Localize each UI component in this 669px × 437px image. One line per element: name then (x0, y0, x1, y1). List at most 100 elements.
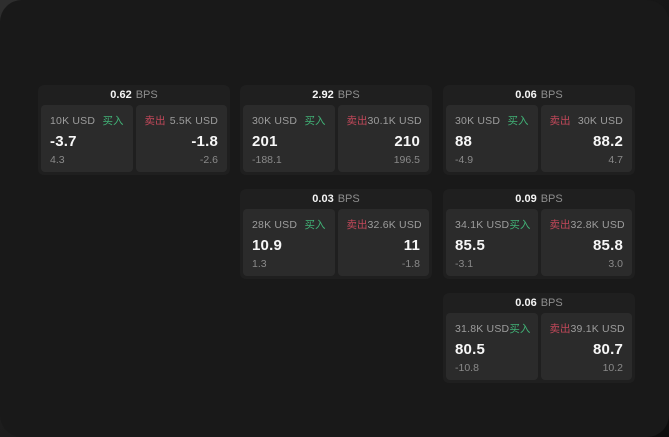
sell-tag: 卖出 (346, 115, 368, 127)
bps-value: 0.06 (515, 89, 537, 101)
card-header: 0.03 BPS (240, 189, 432, 209)
buy-panel-top-row: 30K USD 买入 (252, 113, 326, 128)
sell-delta: 3.0 (608, 258, 623, 270)
buy-size-label: 30K USD (455, 115, 501, 127)
buy-size-label: 34.1K USD (455, 219, 510, 231)
sell-price: 85.8 (593, 236, 623, 254)
buy-tag: 买入 (507, 115, 529, 127)
buy-panel[interactable]: 31.8K USD 买入 80.5 -10.8 (446, 313, 538, 380)
sell-size-label: 30.1K USD (367, 115, 422, 127)
bps-unit-label: BPS (540, 89, 563, 101)
card-header: 2.92 BPS (240, 85, 432, 105)
bps-unit-label: BPS (540, 193, 563, 205)
sell-tag: 卖出 (346, 219, 368, 231)
bps-unit-label: BPS (540, 297, 563, 309)
bps-unit-label: BPS (135, 89, 158, 101)
quote-card-1: 0.62 BPS 10K USD 买入 -3.7 4.3 卖出 5.5K USD … (38, 85, 230, 175)
buy-delta: -3.1 (455, 258, 474, 270)
buy-price: 80.5 (455, 340, 485, 358)
buy-panel-top-row: 34.1K USD 买入 (455, 217, 531, 232)
sell-panel-top-row: 卖出 5.5K USD (145, 113, 219, 128)
sell-panel[interactable]: 卖出 39.1K USD 80.7 10.2 (540, 313, 632, 380)
sell-price: -1.8 (191, 132, 218, 150)
quote-panels: 10K USD 买入 -3.7 4.3 卖出 5.5K USD -1.8 -2.… (41, 105, 227, 172)
sell-panel[interactable]: 卖出 30K USD 88.2 4.7 (540, 105, 632, 172)
buy-panel[interactable]: 30K USD 买入 88 -4.9 (446, 105, 538, 172)
quote-card-6: 0.06 BPS 31.8K USD 买入 80.5 -10.8 卖出 39.1K… (443, 293, 635, 383)
sell-panel[interactable]: 卖出 32.6K USD 11 -1.8 (337, 209, 429, 276)
sell-panel[interactable]: 卖出 30.1K USD 210 196.5 (337, 105, 429, 172)
sell-delta: -1.8 (401, 258, 420, 270)
sell-size-label: 39.1K USD (570, 323, 625, 335)
quote-panels: 34.1K USD 买入 85.5 -3.1 卖出 32.8K USD 85.8… (446, 209, 632, 276)
sell-price: 11 (403, 236, 420, 254)
sell-tag: 卖出 (549, 115, 571, 127)
buy-tag: 买入 (509, 323, 531, 335)
bps-unit-label: BPS (337, 89, 360, 101)
buy-price: 201 (252, 132, 278, 150)
sell-panel-top-row: 卖出 32.8K USD (549, 217, 625, 232)
sell-price: 88.2 (593, 132, 623, 150)
buy-delta: -188.1 (252, 154, 282, 166)
buy-price: 85.5 (455, 236, 485, 254)
buy-delta: -4.9 (455, 154, 474, 166)
buy-delta: 1.3 (252, 258, 267, 270)
sell-panel-top-row: 卖出 39.1K USD (549, 321, 625, 336)
sell-size-label: 5.5K USD (169, 115, 218, 127)
sell-panel-top-row: 卖出 32.6K USD (346, 217, 422, 232)
buy-panel-top-row: 30K USD 买入 (455, 113, 529, 128)
buy-panel[interactable]: 28K USD 买入 10.9 1.3 (243, 209, 335, 276)
buy-price: 88 (455, 132, 473, 150)
buy-price: 10.9 (252, 236, 282, 254)
quote-card-5: 0.09 BPS 34.1K USD 买入 85.5 -3.1 卖出 32.8K … (443, 189, 635, 279)
buy-size-label: 28K USD (252, 219, 298, 231)
sell-delta: 4.7 (608, 154, 623, 166)
sell-size-label: 32.6K USD (367, 219, 422, 231)
sell-tag: 卖出 (549, 219, 571, 231)
buy-delta: 4.3 (50, 154, 65, 166)
buy-panel-top-row: 28K USD 买入 (252, 217, 326, 232)
quote-panels: 30K USD 买入 88 -4.9 卖出 30K USD 88.2 4.7 (446, 105, 632, 172)
bps-unit-label: BPS (337, 193, 360, 205)
sell-size-label: 32.8K USD (570, 219, 625, 231)
quote-card-2: 2.92 BPS 30K USD 买入 201 -188.1 卖出 30.1K U… (240, 85, 432, 175)
buy-panel[interactable]: 10K USD 买入 -3.7 4.3 (41, 105, 133, 172)
bps-value: 0.62 (110, 89, 132, 101)
card-header: 0.62 BPS (38, 85, 230, 105)
bps-value: 0.06 (515, 297, 537, 309)
sell-tag: 卖出 (549, 323, 571, 335)
buy-delta: -10.8 (455, 362, 479, 374)
quote-panels: 28K USD 买入 10.9 1.3 卖出 32.6K USD 11 -1.8 (243, 209, 429, 276)
sell-price: 210 (394, 132, 420, 150)
card-header: 0.06 BPS (443, 85, 635, 105)
quote-panels: 30K USD 买入 201 -188.1 卖出 30.1K USD 210 1… (243, 105, 429, 172)
bps-value: 2.92 (312, 89, 334, 101)
sell-delta: -2.6 (199, 154, 218, 166)
buy-panel-top-row: 31.8K USD 买入 (455, 321, 531, 336)
card-header: 0.06 BPS (443, 293, 635, 313)
buy-tag: 买入 (304, 115, 326, 127)
sell-panel-top-row: 卖出 30.1K USD (346, 113, 422, 128)
buy-price: -3.7 (50, 132, 77, 150)
buy-panel[interactable]: 30K USD 买入 201 -188.1 (243, 105, 335, 172)
sell-size-label: 30K USD (577, 115, 623, 127)
buy-panel[interactable]: 34.1K USD 买入 85.5 -3.1 (446, 209, 538, 276)
buy-size-label: 31.8K USD (455, 323, 510, 335)
quote-card-4: 0.03 BPS 28K USD 买入 10.9 1.3 卖出 32.6K USD… (240, 189, 432, 279)
buy-tag: 买入 (304, 219, 326, 231)
sell-tag: 卖出 (144, 115, 166, 127)
sell-price: 80.7 (593, 340, 623, 358)
buy-tag: 买入 (509, 219, 531, 231)
buy-panel-top-row: 10K USD 买入 (50, 113, 124, 128)
sell-panel[interactable]: 卖出 5.5K USD -1.8 -2.6 (135, 105, 227, 172)
sell-delta: 10.2 (602, 362, 623, 374)
bps-value: 0.03 (312, 193, 334, 205)
sell-panel[interactable]: 卖出 32.8K USD 85.8 3.0 (540, 209, 632, 276)
quote-card-3: 0.06 BPS 30K USD 买入 88 -4.9 卖出 30K USD 88… (443, 85, 635, 175)
bps-value: 0.09 (515, 193, 537, 205)
buy-size-label: 30K USD (252, 115, 298, 127)
card-header: 0.09 BPS (443, 189, 635, 209)
sell-panel-top-row: 卖出 30K USD (550, 113, 624, 128)
quote-panels: 31.8K USD 买入 80.5 -10.8 卖出 39.1K USD 80.… (446, 313, 632, 380)
